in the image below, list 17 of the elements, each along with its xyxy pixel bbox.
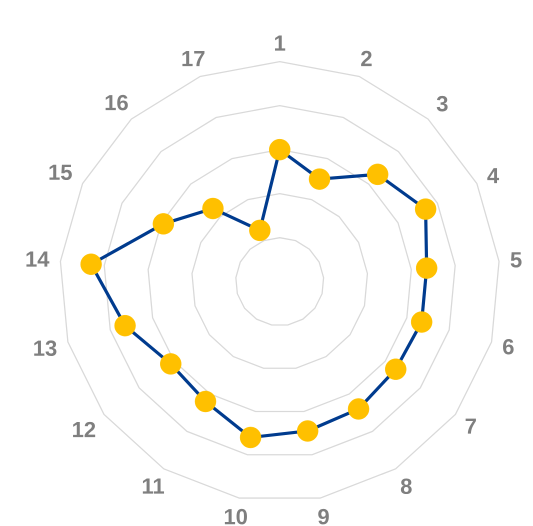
spoke-label: 6 bbox=[503, 338, 514, 354]
spoke-label: 15 bbox=[49, 164, 72, 180]
spoke-label: 1 bbox=[275, 36, 286, 51]
spoke-label: 8 bbox=[400, 478, 412, 494]
spoke-label: 17 bbox=[182, 51, 204, 66]
spoke-label: 11 bbox=[142, 478, 164, 494]
spoke-label: 14 bbox=[26, 252, 50, 267]
spoke-label: 7 bbox=[466, 418, 476, 434]
spoke-label: 10 bbox=[224, 508, 247, 524]
spoke-label: 16 bbox=[106, 94, 128, 110]
spoke-label: 5 bbox=[510, 252, 522, 268]
spoke-label: 3 bbox=[436, 96, 448, 112]
spoke-label: 4 bbox=[487, 168, 500, 184]
spoke-label: 13 bbox=[34, 340, 56, 356]
spoke-label: 12 bbox=[73, 422, 96, 438]
spoke-label: 2 bbox=[361, 50, 372, 66]
spoke-label: 9 bbox=[318, 508, 329, 524]
